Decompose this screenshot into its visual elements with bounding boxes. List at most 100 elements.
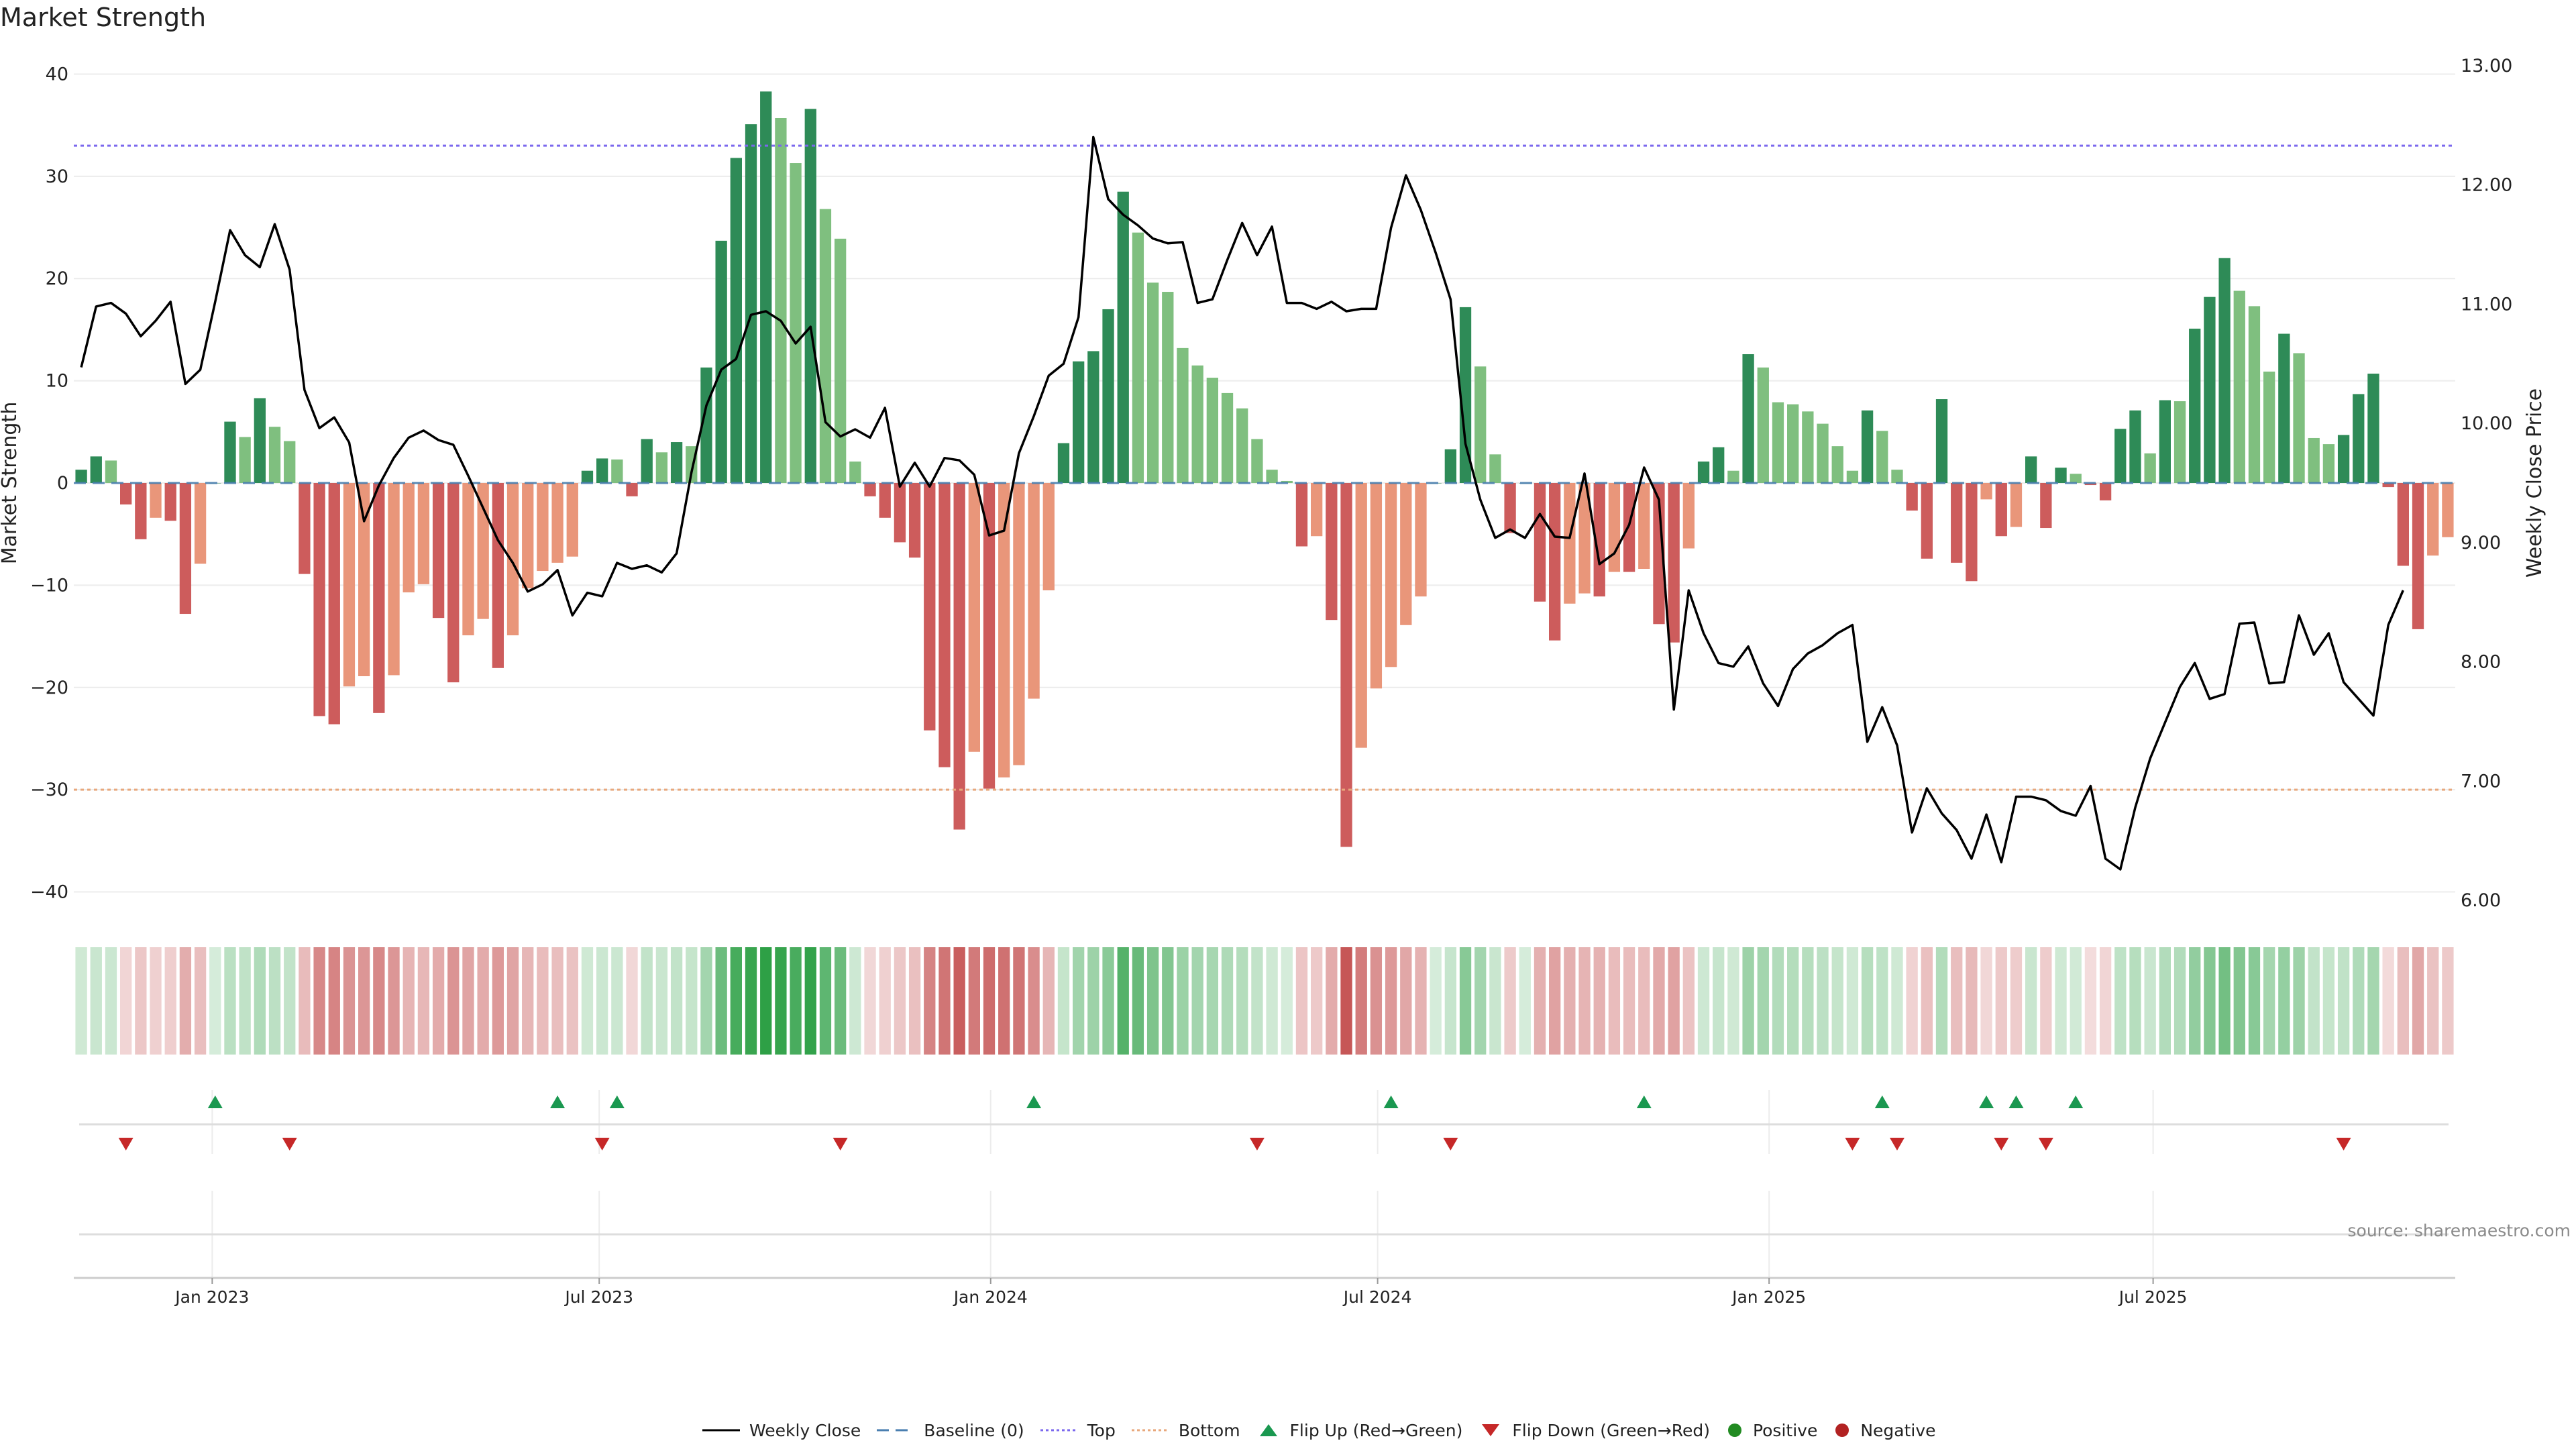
strength-bar [1057, 443, 1070, 483]
legend-negative[interactable]: Negative [1832, 1420, 1936, 1440]
heat-cell [983, 947, 996, 1055]
strength-bar [1578, 483, 1591, 594]
flip-up-marker [609, 1095, 625, 1108]
legend-weekly-close[interactable]: Weekly Close [701, 1421, 861, 1440]
strength-bar [924, 483, 936, 731]
legend-label: Top [1087, 1420, 1116, 1440]
heat-cell [1727, 947, 1739, 1055]
strength-bar [150, 483, 162, 518]
strength-bar [1787, 404, 1799, 483]
heat-cell [75, 947, 87, 1055]
strength-bars [75, 91, 2454, 847]
strength-bar [2099, 483, 2112, 500]
strength-bar [1534, 483, 1546, 602]
heat-cell [1995, 947, 2007, 1055]
legend-flip-down[interactable]: Flip Down (Green→Red) [1477, 1421, 1710, 1440]
flip-down-marker [1994, 1138, 2009, 1150]
heat-cell [239, 947, 251, 1055]
flip-down-marker [118, 1138, 133, 1150]
y2-tick-label: 8.00 [2461, 652, 2501, 673]
strength-bar [2233, 290, 2245, 483]
strength-bar [179, 483, 192, 614]
heat-cell [1757, 947, 1769, 1055]
legend-dotted-icon [1131, 1429, 1169, 1432]
flip-down-marker [1443, 1138, 1458, 1150]
strength-bar [790, 163, 802, 484]
legend-top[interactable]: Top [1039, 1421, 1116, 1440]
strength-bar [1281, 480, 1293, 483]
heat-cell [1146, 947, 1159, 1055]
strength-bar [1355, 483, 1367, 748]
heat-cell [2174, 947, 2186, 1055]
strength-bar [299, 483, 311, 574]
heat-cell [2397, 947, 2409, 1055]
heat-cell [2367, 947, 2379, 1055]
x-tick-label: Jan 2025 [1731, 1287, 1806, 1307]
strength-bar [1221, 392, 1234, 483]
strength-bar [2412, 483, 2424, 629]
legend-bottom[interactable]: Bottom [1130, 1421, 1240, 1440]
flip-up-marker [207, 1095, 223, 1108]
x-tick-label: Jul 2025 [2118, 1287, 2188, 1307]
heat-cell [358, 947, 370, 1055]
legend-label: Bottom [1178, 1420, 1240, 1440]
heat-cell [1817, 947, 1829, 1055]
heat-cell [730, 947, 742, 1055]
heat-cell [1028, 947, 1040, 1055]
heat-cell [313, 947, 325, 1055]
heat-cell [1311, 947, 1323, 1055]
strength-bar [2278, 333, 2290, 483]
heat-cell [1876, 947, 1888, 1055]
strength-bar [1608, 483, 1621, 572]
heat-cell [581, 947, 594, 1055]
strength-bar [1177, 347, 1189, 483]
strength-bar [2084, 483, 2097, 486]
heat-cell [1653, 947, 1665, 1055]
strength-bar [90, 456, 102, 483]
heat-cell [2278, 947, 2290, 1055]
strength-bar [1162, 292, 1174, 483]
heat-cell [1340, 947, 1352, 1055]
strength-bar [775, 118, 787, 483]
heat-cell [1608, 947, 1621, 1055]
legend-flip-up[interactable]: Flip Up (Red→Green) [1255, 1421, 1462, 1440]
heat-cell [938, 947, 951, 1055]
strength-bar [1251, 439, 1263, 483]
strength-bar [1772, 402, 1784, 483]
legend-label: Negative [1860, 1420, 1936, 1440]
heat-cell [1623, 947, 1635, 1055]
heat-cell [1891, 947, 1903, 1055]
y2-tick-label: 13.00 [2461, 56, 2512, 76]
heat-cell [804, 947, 816, 1055]
legend-baseline[interactable]: Baseline (0) [875, 1421, 1024, 1440]
legend-line-icon [702, 1429, 740, 1432]
strength-bar [1713, 447, 1725, 483]
heat-cell [1370, 947, 1383, 1055]
heat-cell [2084, 947, 2097, 1055]
chart-title: Market Strength [0, 3, 207, 32]
heat-cell [1459, 947, 1472, 1055]
heat-cell [1266, 947, 1278, 1055]
heat-cell [492, 947, 504, 1055]
strength-bar [1474, 366, 1487, 483]
heat-cell [268, 947, 281, 1055]
legend-dotted-icon [1040, 1429, 1078, 1432]
strength-bar [819, 209, 832, 483]
y2-tick-label: 12.00 [2461, 175, 2512, 196]
heat-cell [775, 947, 787, 1055]
strength-bar [1117, 191, 1129, 483]
heat-cell [105, 947, 117, 1055]
heat-cell [135, 947, 147, 1055]
legend-label: Positive [1752, 1420, 1818, 1440]
heat-cell [700, 947, 712, 1055]
strength-bar [879, 483, 891, 518]
heat-cell [462, 947, 474, 1055]
legend-positive[interactable]: Positive [1725, 1421, 1817, 1440]
heat-cell [254, 947, 266, 1055]
strength-heat-strip [75, 947, 2454, 1055]
strength-bar [1951, 483, 1963, 563]
strength-bar [2442, 483, 2454, 537]
strength-bar [655, 452, 668, 483]
flip-down-marker [1845, 1138, 1860, 1150]
